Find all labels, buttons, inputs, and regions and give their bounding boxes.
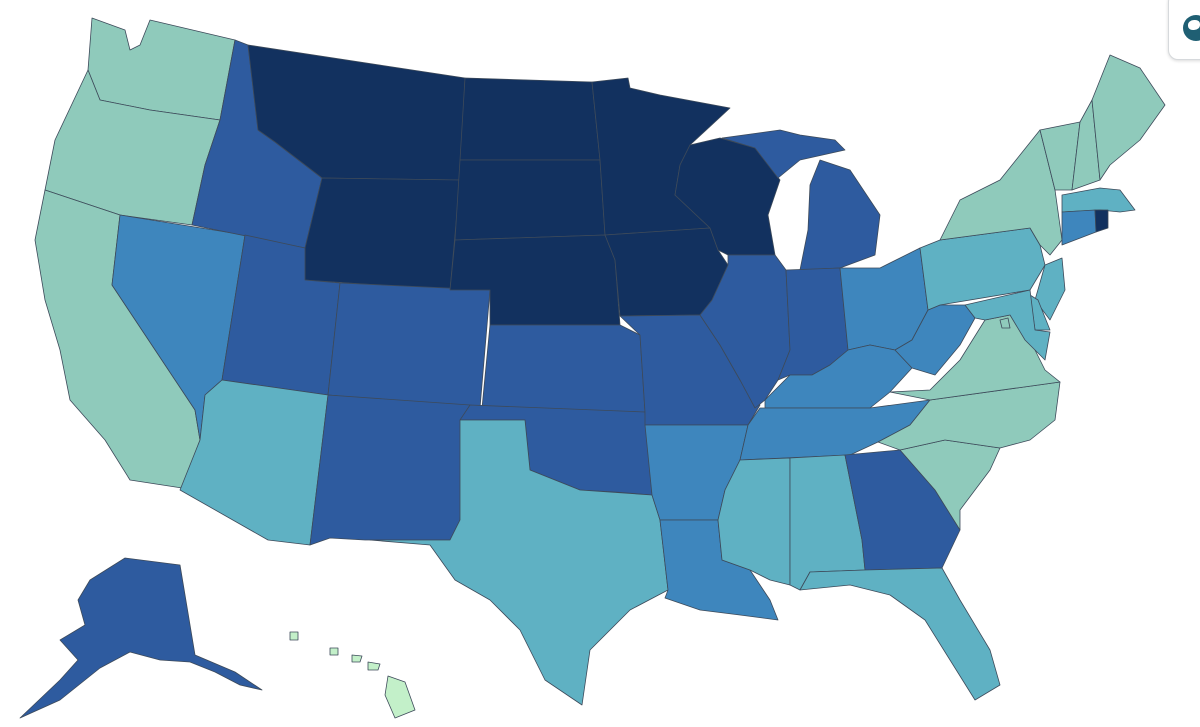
state-hi[interactable] — [289, 631, 416, 719]
state-fl[interactable] — [799, 567, 1001, 701]
state-dc[interactable] — [999, 317, 1011, 329]
state-nd[interactable] — [459, 77, 601, 161]
state-nj[interactable] — [1034, 257, 1066, 321]
state-ct[interactable] — [1061, 209, 1097, 246]
state-co[interactable] — [327, 282, 491, 409]
state-me[interactable] — [1091, 54, 1166, 181]
state-ri[interactable] — [1094, 209, 1109, 233]
globe-icon — [1183, 15, 1200, 41]
state-ks[interactable] — [481, 324, 646, 413]
state-ak[interactable] — [19, 557, 263, 719]
state-tx[interactable] — [369, 419, 669, 706]
state-md[interactable] — [964, 289, 1051, 361]
state-nc[interactable] — [877, 381, 1061, 451]
state-ma[interactable] — [1061, 187, 1136, 213]
state-nm[interactable] — [309, 394, 471, 546]
state-sd[interactable] — [454, 159, 606, 241]
state-wy[interactable] — [304, 177, 461, 291]
map-corner-control[interactable] — [1168, 0, 1200, 60]
state-ny[interactable] — [939, 129, 1063, 256]
